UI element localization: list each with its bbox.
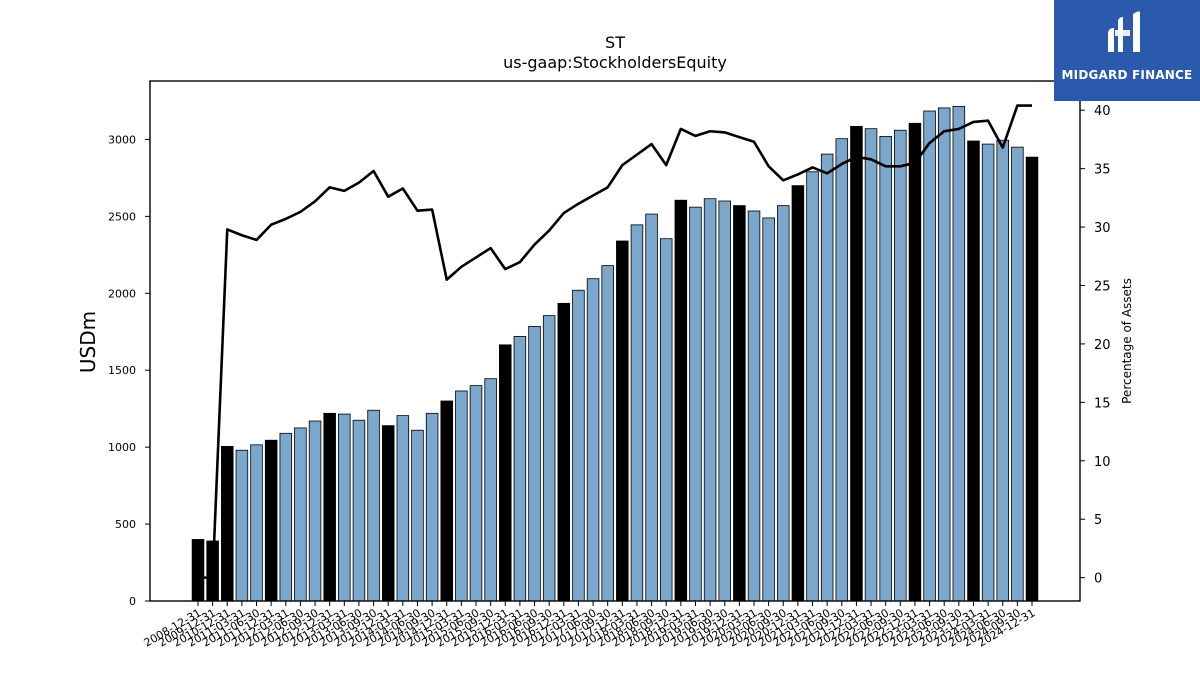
bar-2013-03-31 bbox=[338, 413, 351, 602]
y-axis-ticks: 0 500 1000 1500 2000 2500 3000 bbox=[108, 133, 150, 608]
bar-2018-12-31 bbox=[674, 199, 688, 602]
y-right-tick-label: 40 bbox=[1094, 104, 1111, 119]
y-axis-right-label: Percentage of Assets bbox=[1120, 278, 1134, 404]
y-right-tick-label: 10 bbox=[1094, 455, 1111, 470]
bar-2019-06-30 bbox=[703, 198, 717, 602]
bar-2019-12-31 bbox=[733, 205, 746, 602]
bar-2023-03-31 bbox=[923, 110, 936, 602]
bar-2015-06-30 bbox=[469, 385, 483, 602]
bar-series bbox=[191, 105, 1039, 602]
bar-2013-12-31 bbox=[381, 425, 395, 602]
bar-2014-09-30 bbox=[425, 412, 439, 602]
bar-2012-06-30 bbox=[294, 427, 307, 602]
bar-2016-06-30 bbox=[528, 325, 541, 602]
y-right-tick-label: 0 bbox=[1094, 572, 1102, 587]
logo-mark-icon bbox=[1108, 11, 1140, 53]
bar-2012-09-30 bbox=[308, 420, 322, 602]
bar-2018-06-30 bbox=[645, 213, 658, 602]
chart-title: ST bbox=[605, 33, 625, 52]
bar-2020-09-30 bbox=[777, 205, 790, 602]
bar-2019-03-31 bbox=[689, 206, 702, 602]
plot-frame bbox=[149, 80, 1081, 602]
bar-2015-12-31 bbox=[499, 344, 512, 602]
bar-2011-03-31 bbox=[235, 449, 249, 602]
bar-2016-03-31 bbox=[513, 335, 527, 602]
bar-2023-12-31 bbox=[967, 140, 980, 602]
bar-2022-03-31 bbox=[864, 128, 878, 602]
brand-name: MIDGARD FINANCE bbox=[1061, 68, 1193, 82]
bar-2011-12-31 bbox=[264, 439, 278, 602]
bar-2023-06-30 bbox=[937, 107, 951, 602]
y-axis-label: USDm bbox=[76, 311, 100, 373]
bar-2017-12-31 bbox=[616, 240, 629, 602]
bar-2014-12-31 bbox=[440, 400, 453, 602]
bar-2018-03-31 bbox=[630, 224, 644, 602]
y-tick-label: 2500 bbox=[108, 210, 136, 223]
bar-2024-06-30 bbox=[996, 139, 1009, 602]
bar-2022-12-31 bbox=[908, 122, 922, 602]
y-tick-label: 2000 bbox=[108, 287, 136, 300]
bar-2022-09-30 bbox=[894, 129, 907, 602]
y-axis-right-ticks: 0 5 10 15 20 25 30 35 40 bbox=[1080, 104, 1111, 587]
y-tick-label: 1500 bbox=[108, 364, 136, 377]
bar-2021-03-31 bbox=[806, 171, 819, 602]
bar-2015-09-30 bbox=[484, 378, 497, 602]
bar-2012-12-31 bbox=[323, 412, 336, 602]
bar-2017-09-30 bbox=[601, 265, 614, 602]
bar-2016-12-31 bbox=[557, 302, 571, 602]
bar-2011-06-30 bbox=[250, 444, 263, 602]
bar-2023-09-30 bbox=[952, 105, 966, 602]
bar-2015-03-31 bbox=[455, 390, 468, 602]
bar-2014-06-30 bbox=[411, 429, 424, 602]
bar-2013-06-30 bbox=[352, 419, 366, 602]
chart-subtitle: us-gaap:StockholdersEquity bbox=[503, 53, 727, 72]
y-right-tick-label: 15 bbox=[1094, 396, 1111, 411]
y-right-tick-label: 35 bbox=[1094, 163, 1111, 178]
bar-2020-06-30 bbox=[762, 217, 775, 602]
bar-2012-03-31 bbox=[279, 432, 293, 602]
y-tick-label: 3000 bbox=[108, 133, 136, 146]
percentage-of-assets-line bbox=[198, 104, 1032, 579]
bar-2021-06-30 bbox=[820, 153, 834, 602]
y-right-tick-label: 5 bbox=[1094, 513, 1102, 528]
y-right-tick-label: 20 bbox=[1094, 338, 1111, 353]
bar-2020-03-31 bbox=[747, 210, 761, 602]
bar-2021-12-31 bbox=[850, 125, 863, 602]
bar-2014-03-31 bbox=[396, 415, 410, 602]
bar-2017-03-31 bbox=[572, 289, 585, 602]
bar-2013-09-30 bbox=[367, 409, 380, 602]
y-tick-label: 500 bbox=[115, 518, 136, 531]
y-tick-label: 1000 bbox=[108, 441, 136, 454]
axes bbox=[149, 80, 1081, 602]
bar-2021-09-30 bbox=[835, 138, 849, 602]
x-axis-ticks: 2008-12-312009-12-312010-12-312011-03-31… bbox=[142, 601, 1038, 650]
bar-2019-09-30 bbox=[718, 200, 731, 602]
bar-2020-12-31 bbox=[791, 185, 805, 602]
bar-2024-03-31 bbox=[981, 143, 995, 602]
bar-2016-09-30 bbox=[542, 315, 556, 602]
bar-2010-12-31 bbox=[221, 445, 234, 602]
bar-2017-06-30 bbox=[586, 278, 600, 602]
y-right-tick-label: 30 bbox=[1094, 221, 1111, 236]
bar-2022-06-30 bbox=[879, 135, 892, 602]
y-tick-label: 0 bbox=[129, 595, 136, 608]
y-right-tick-label: 25 bbox=[1094, 279, 1111, 294]
bar-2018-09-30 bbox=[659, 238, 673, 602]
bar-2008-12-31 bbox=[191, 539, 205, 602]
percentage-line-series bbox=[198, 104, 1032, 579]
bar-2024-09-30 bbox=[1011, 146, 1024, 602]
bar-2024-12-31 bbox=[1025, 156, 1039, 602]
midgard-finance-logo: MIDGARD FINANCE bbox=[1054, 0, 1200, 101]
